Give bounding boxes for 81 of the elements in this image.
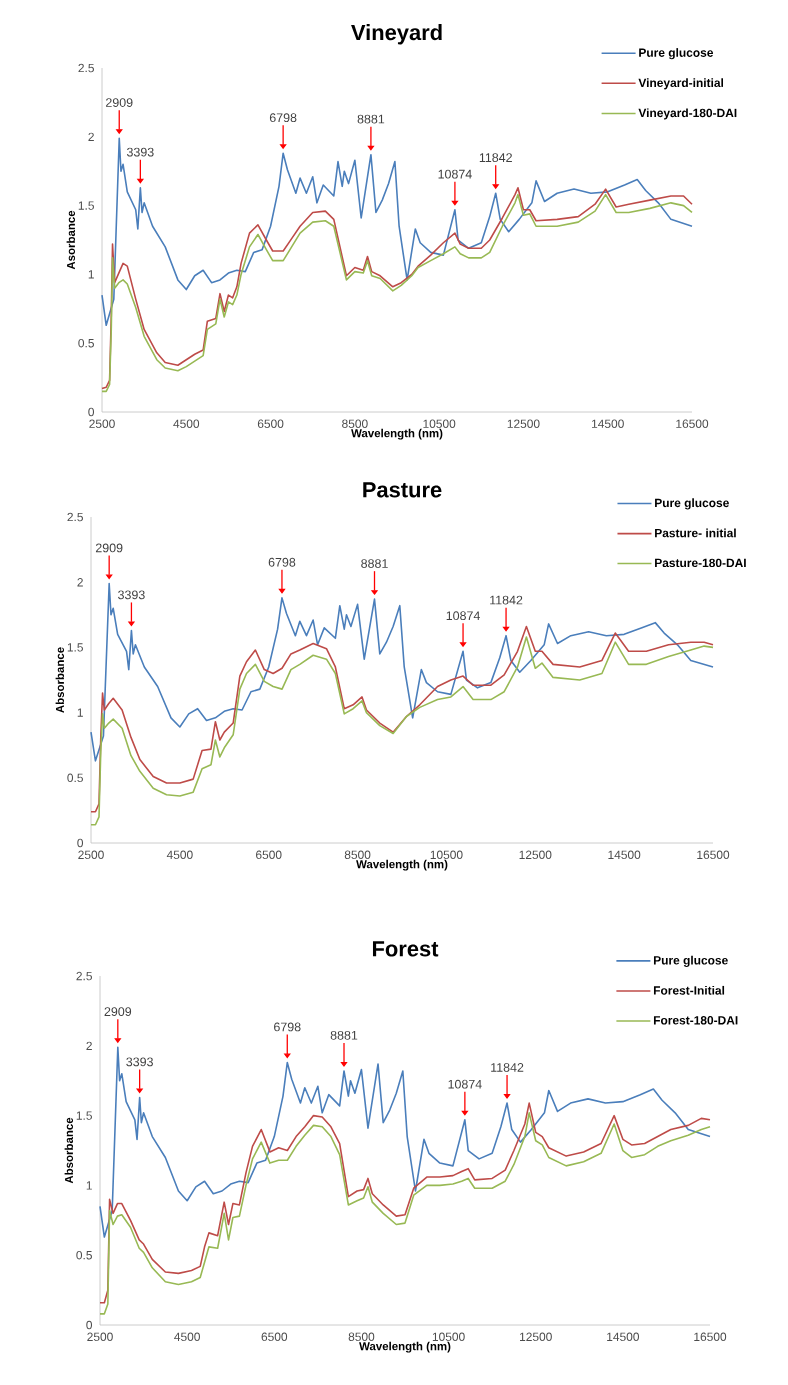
annotation: 3393: [126, 147, 154, 157]
legend-label: Pasture- initial: [655, 528, 736, 538]
x-tick-label: 4500: [173, 419, 200, 428]
y-tick-label: 2.5: [76, 971, 92, 981]
x-tick-label: 6500: [257, 419, 284, 428]
x-tick-label: 16500: [676, 419, 709, 428]
annotation: 8881: [361, 559, 388, 568]
x-tick-label: 10500: [430, 850, 463, 859]
x-axis-title: Wavelength (nm): [351, 428, 443, 440]
line-series: [99, 1046, 711, 1238]
x-tick-label: 4500: [174, 1332, 200, 1341]
annotation: 8881: [357, 114, 385, 124]
x-tick-label: 12500: [507, 419, 540, 428]
x-tick-label: 12500: [520, 1332, 552, 1341]
y-tick-label: 1: [86, 1181, 92, 1190]
y-tick-label: 1.5: [78, 201, 94, 210]
y-tick-label: 1: [88, 270, 94, 279]
x-axis-title: Wavelength (nm): [359, 1341, 451, 1353]
y-tick-label: 2: [88, 132, 94, 141]
x-tick-label: 10500: [432, 1332, 465, 1341]
legend-label: Forest-180-DAI: [653, 1016, 738, 1025]
annotation: 10874: [438, 169, 472, 179]
annotation: 3393: [118, 590, 145, 600]
x-tick-label: 6500: [261, 1332, 288, 1341]
line-series: [90, 582, 714, 762]
annotation: 6798: [269, 113, 297, 123]
y-axis-title: Absorbance: [55, 647, 65, 713]
y-axis-title: Asorbance: [66, 210, 76, 270]
x-tick-label: 14500: [592, 419, 624, 428]
legend-label: Pasture-180-DAI: [655, 558, 746, 568]
y-tick-label: 2.5: [78, 63, 94, 73]
x-tick-label: 16500: [697, 850, 730, 859]
annotation: 2909: [106, 98, 133, 107]
annotation: 3393: [126, 1057, 153, 1067]
x-tick-label: 8500: [342, 419, 368, 428]
x-tick-label: 6500: [256, 850, 282, 859]
legend-label: Forest-Initial: [653, 985, 725, 995]
x-axis-title: Wavelength (nm): [356, 859, 448, 871]
x-tick-label: 14500: [608, 850, 641, 859]
annotation: 10874: [446, 611, 480, 621]
x-tick-label: 4500: [166, 850, 193, 859]
chart-title: Vineyard: [351, 24, 442, 45]
x-tick-label: 14500: [607, 1332, 640, 1341]
annotation: 11842: [490, 595, 523, 605]
legend-label: Pure glucose: [655, 498, 729, 510]
y-tick-label: 1.5: [67, 643, 83, 652]
y-tick-label: 2: [86, 1041, 92, 1050]
y-tick-label: 0.5: [76, 1250, 92, 1260]
y-axis-title: Absorbance: [64, 1117, 74, 1184]
chart-title: Pasture: [363, 482, 442, 498]
y-tick-label: 0: [86, 1320, 93, 1330]
y-tick-label: 2: [77, 578, 83, 587]
legend-label: Pure glucose: [653, 955, 728, 967]
y-tick-label: 0.5: [78, 338, 94, 348]
x-tick-label: 12500: [519, 850, 552, 859]
annotation: 10874: [448, 1079, 482, 1089]
y-tick-label: 0: [88, 407, 95, 417]
chart-title: Forest: [372, 941, 439, 957]
line-series: [101, 137, 693, 327]
x-tick-label: 10500: [423, 419, 456, 428]
x-tick-label: 2500: [87, 1332, 113, 1341]
legend-label: Vineyard-180-DAI: [638, 108, 737, 120]
x-tick-label: 2500: [89, 419, 115, 428]
x-tick-label: 2500: [78, 850, 104, 859]
annotation: 2909: [95, 543, 123, 553]
y-tick-label: 2.5: [67, 512, 83, 522]
legend-label: Vineyard-initial: [638, 78, 724, 90]
y-tick-label: 1.5: [76, 1111, 92, 1120]
annotation: 2909: [104, 1007, 132, 1017]
x-tick-label: 8500: [344, 850, 371, 859]
annotation: 6798: [268, 557, 296, 567]
annotation: 6798: [274, 1022, 301, 1032]
x-tick-label: 8500: [348, 1332, 375, 1341]
annotation: 11842: [479, 153, 512, 163]
y-tick-label: 0.5: [67, 773, 83, 783]
y-tick-label: 1: [77, 708, 83, 717]
y-tick-label: 0: [77, 838, 84, 848]
annotation: 11842: [491, 1063, 524, 1072]
legend-label: Pure glucose: [639, 48, 714, 60]
x-tick-label: 16500: [694, 1332, 727, 1341]
annotation: 8881: [330, 1030, 358, 1040]
